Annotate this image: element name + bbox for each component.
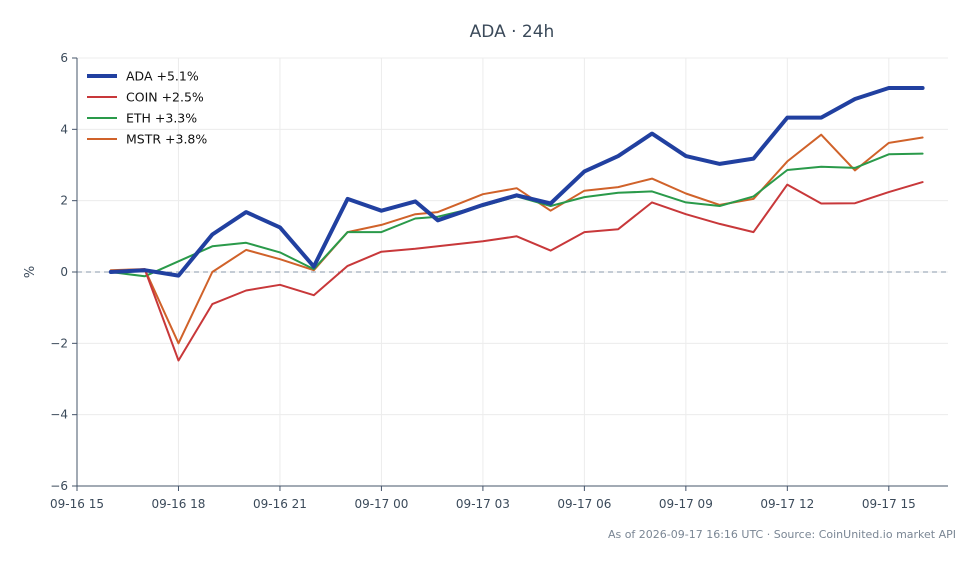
y-tick-label: 4 xyxy=(60,122,68,136)
series-line xyxy=(108,86,925,278)
source-footer: As of 2026-09-17 16:16 UTC · Source: Coi… xyxy=(608,528,956,541)
x-tick-label: 09-17 15 xyxy=(862,497,916,511)
legend-label: COIN +2.5% xyxy=(126,90,204,105)
x-tick-label: 09-17 00 xyxy=(354,497,408,511)
y-tick-label: 2 xyxy=(60,194,68,208)
series-lines xyxy=(108,86,925,362)
axes: −6 −4 −2 0 2 4 6 09-16 15 09-16 18 09-16 21 09-17 … xyxy=(50,51,948,511)
legend-label: MSTR +3.8% xyxy=(126,132,207,147)
chart-title: ADA · 24h xyxy=(470,22,555,42)
y-tick-label: −6 xyxy=(50,479,68,493)
x-tick-label: 09-17 09 xyxy=(659,497,713,511)
y-axis-label: % xyxy=(23,266,38,278)
x-tick-label: 09-16 21 xyxy=(253,497,307,511)
x-tick-label: 09-16 15 xyxy=(50,497,104,511)
x-tick-label: 09-16 18 xyxy=(151,497,205,511)
legend-label: ADA +5.1% xyxy=(126,69,199,84)
series-line xyxy=(109,133,924,345)
x-tick-label: 09-17 03 xyxy=(456,497,510,511)
grid xyxy=(76,57,948,487)
series-line xyxy=(109,181,924,362)
y-tick-label: −2 xyxy=(50,336,68,350)
x-tick-label: 09-17 06 xyxy=(557,497,611,511)
y-tick-label: −4 xyxy=(50,408,68,422)
y-tick-label: 6 xyxy=(60,51,68,65)
x-tick-label: 09-17 12 xyxy=(760,497,814,511)
legend-label: ETH +3.3% xyxy=(126,111,197,126)
legend: ADA +5.1% COIN +2.5% ETH +3.3% MSTR +3.8% xyxy=(87,69,207,147)
y-tick-label: 0 xyxy=(60,265,68,279)
